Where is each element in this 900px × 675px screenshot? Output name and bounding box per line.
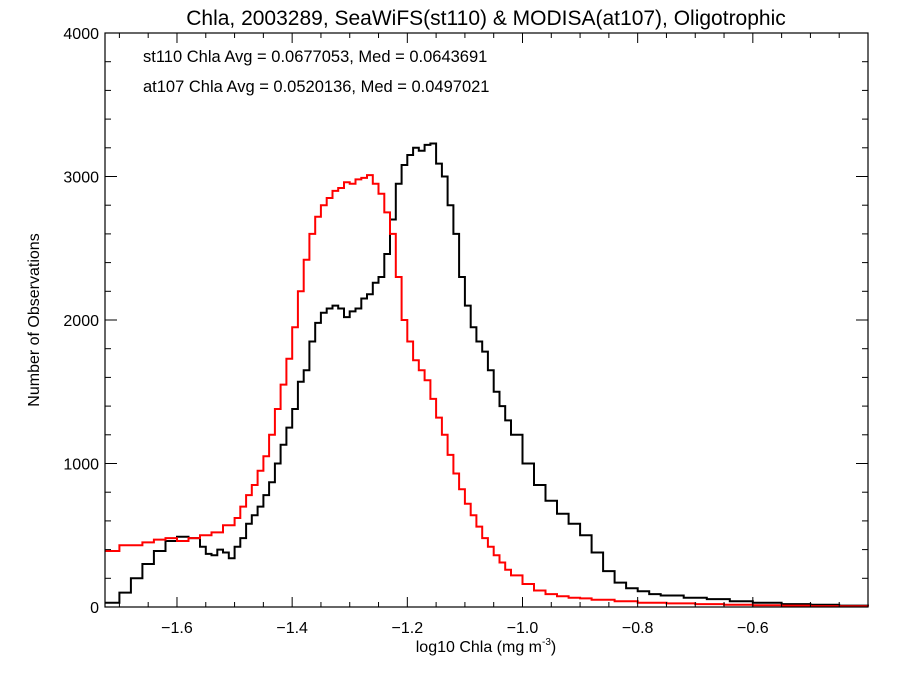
x-axis-label-sup: -3 — [542, 637, 551, 648]
x-axis: −1.6 −1.4 −1.2 −1.0 −0.8 −0.6 — [118, 33, 869, 637]
series-line-1 — [105, 174, 869, 608]
y-axis-label: Number of Observations — [26, 233, 43, 406]
x-tick-label: −1.4 — [276, 620, 308, 637]
chart-title: Chla, 2003289, SeaWiFS(st110) & MODISA(a… — [186, 7, 786, 30]
x-tick-label: −0.8 — [622, 620, 654, 637]
x-tick-label: −0.6 — [737, 620, 769, 637]
x-tick-label: −1.2 — [392, 620, 424, 637]
x-axis-label: log10 Chla (mg m-3) — [416, 637, 557, 656]
y-tick-label: 0 — [90, 600, 99, 617]
plot-frame — [104, 32, 869, 608]
y-tick-label: 1000 — [63, 457, 99, 474]
y-tick-label: 4000 — [63, 26, 99, 43]
y-axis: 0 1000 2000 3000 4000 — [63, 26, 868, 617]
y-tick-label: 3000 — [63, 170, 99, 187]
annotation-st110: st110 Chla Avg = 0.0677053, Med = 0.0643… — [143, 48, 487, 66]
x-tick-label: −1.6 — [161, 620, 193, 637]
annotation-at107: at107 Chla Avg = 0.0520136, Med = 0.0497… — [143, 78, 489, 96]
series-line-0 — [105, 142, 869, 607]
x-axis-label-main: log10 Chla (mg m — [416, 639, 542, 656]
y-tick-label: 2000 — [63, 313, 99, 330]
plot-area — [105, 142, 869, 608]
x-axis-label-close: ) — [551, 639, 556, 656]
x-tick-label: −1.0 — [507, 620, 539, 637]
